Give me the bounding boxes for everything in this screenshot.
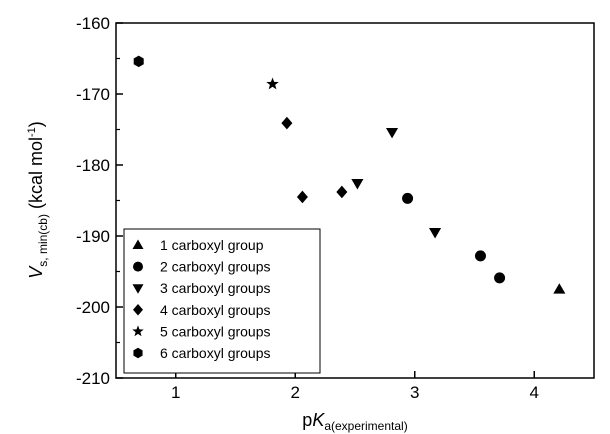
- y-axis-label-italic: V: [26, 265, 46, 279]
- legend-marker: [133, 347, 143, 359]
- series-points: [402, 192, 506, 284]
- legend-box: [123, 228, 321, 374]
- series-points: [133, 55, 144, 68]
- data-points: [133, 55, 566, 294]
- legend-item: 4 carboxyl groups: [133, 302, 271, 318]
- legend-marker: [132, 239, 144, 249]
- x-axis-label-italic: K: [312, 410, 325, 430]
- data-point: [474, 250, 486, 262]
- y-tick-label: -160: [76, 14, 110, 33]
- data-point: [266, 77, 279, 90]
- x-tick-label: 2: [291, 383, 300, 402]
- data-point: [553, 283, 566, 294]
- y-axis-label-superscript: -1: [26, 127, 38, 137]
- legend-label: 1 carboxyl group: [160, 237, 264, 253]
- y-axis-label: Vs, min(cb) (kcal mol-1): [26, 121, 50, 278]
- data-point: [133, 55, 144, 68]
- legend-label: 3 carboxyl groups: [160, 280, 271, 296]
- x-axis-label-main: p: [302, 410, 312, 430]
- x-tick-label: 4: [530, 383, 539, 402]
- x-tick-label: 1: [171, 383, 180, 402]
- legend-marker: [132, 325, 144, 337]
- x-tick-label: 3: [410, 383, 419, 402]
- series-points: [281, 116, 348, 204]
- y-tick-label: -180: [76, 156, 110, 175]
- data-point: [336, 185, 348, 199]
- legend-label: 2 carboxyl groups: [160, 259, 271, 275]
- series-points: [351, 127, 442, 239]
- data-point: [429, 228, 442, 239]
- y-tick-label: -210: [76, 369, 110, 388]
- axis-ticks: [116, 22, 535, 379]
- legend-items: 1 carboxyl group 2 carboxyl groups 3 carbo…: [132, 237, 271, 361]
- tick-labels: 1 2 3 4 -160 -170 -180 -190 -200 -210: [76, 14, 539, 402]
- y-axis-label-unit: (kcal mol: [26, 137, 46, 214]
- legend-label: 4 carboxyl groups: [160, 302, 271, 318]
- data-point: [351, 179, 364, 190]
- legend-label: 5 carboxyl groups: [160, 323, 271, 339]
- series-points: [266, 77, 279, 90]
- x-axis-label: pKa(experimental): [302, 410, 407, 433]
- legend-item: 3 carboxyl groups: [132, 280, 271, 296]
- y-tick-label: -190: [76, 227, 110, 246]
- legend-item: 2 carboxyl groups: [133, 259, 271, 275]
- data-point: [385, 127, 399, 139]
- legend-item: 1 carboxyl group: [132, 237, 264, 253]
- data-point: [494, 272, 506, 284]
- legend-marker: [133, 261, 143, 272]
- data-point: [281, 116, 293, 130]
- legend-marker: [133, 304, 143, 316]
- x-axis-label-subscript: a(experimental): [324, 419, 407, 433]
- legend: 1 carboxyl group 2 carboxyl groups 3 carbo…: [123, 228, 321, 374]
- legend-item: 6 carboxyl groups: [133, 345, 271, 361]
- data-point: [296, 190, 308, 204]
- series-points: [553, 283, 566, 294]
- legend-marker: [132, 284, 144, 294]
- y-tick-label: -170: [76, 85, 110, 104]
- legend-item: 5 carboxyl groups: [132, 323, 271, 339]
- data-point: [402, 192, 414, 204]
- legend-label: 6 carboxyl groups: [160, 345, 271, 361]
- y-axis-label-subscript: s, min(cb): [36, 214, 50, 267]
- y-axis-label-close: ): [26, 121, 46, 127]
- y-tick-label: -200: [76, 298, 110, 317]
